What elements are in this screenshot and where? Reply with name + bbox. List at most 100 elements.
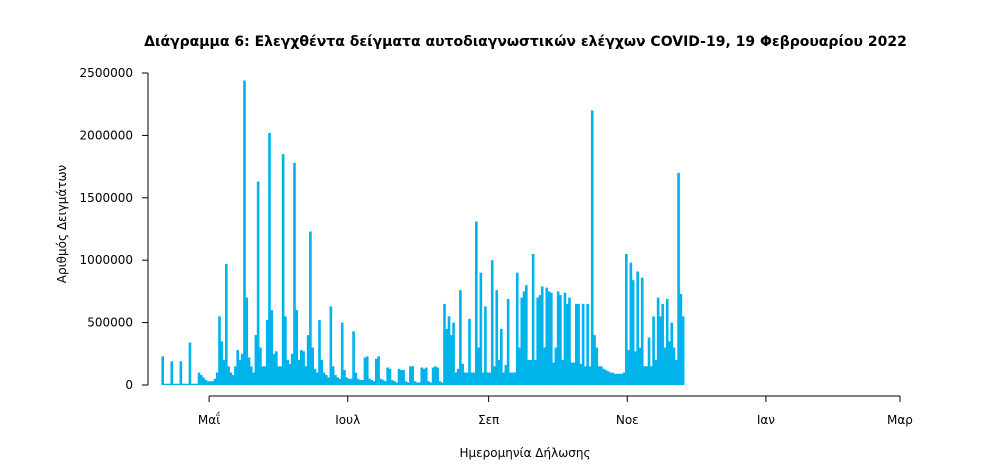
bar bbox=[475, 221, 478, 385]
bar bbox=[572, 362, 576, 385]
bar bbox=[363, 357, 367, 385]
bar bbox=[631, 280, 635, 385]
bar bbox=[300, 350, 303, 385]
bar bbox=[234, 366, 237, 385]
bar bbox=[368, 378, 371, 385]
bar bbox=[575, 303, 578, 385]
bar bbox=[354, 372, 358, 385]
bar bbox=[445, 328, 449, 385]
bar bbox=[668, 341, 671, 385]
bar bbox=[243, 80, 246, 386]
bar bbox=[540, 286, 544, 385]
bar bbox=[379, 378, 383, 385]
bar bbox=[413, 381, 417, 385]
bar bbox=[177, 383, 180, 385]
bar bbox=[279, 366, 283, 385]
bar bbox=[377, 356, 380, 385]
bar bbox=[606, 371, 610, 385]
bar bbox=[561, 360, 564, 385]
bar bbox=[431, 367, 435, 385]
bar bbox=[172, 383, 176, 385]
bar bbox=[352, 331, 355, 385]
bar bbox=[670, 322, 674, 385]
bar bbox=[418, 382, 421, 385]
bar bbox=[604, 370, 608, 385]
bar bbox=[640, 277, 644, 385]
y-axis-title: Αριθμός Δειγμάτων bbox=[55, 164, 69, 283]
bar bbox=[552, 362, 555, 385]
bar bbox=[375, 358, 378, 385]
bar bbox=[434, 366, 437, 385]
bar bbox=[450, 335, 453, 385]
bar bbox=[188, 342, 192, 385]
bar bbox=[397, 368, 401, 385]
bar bbox=[254, 335, 258, 385]
bar bbox=[261, 366, 264, 385]
bar bbox=[461, 363, 464, 385]
x-tick-label: Ιουλ bbox=[335, 413, 360, 427]
bar bbox=[390, 380, 394, 385]
bar bbox=[411, 366, 414, 385]
bar bbox=[320, 360, 324, 385]
bar bbox=[568, 297, 571, 385]
bar bbox=[663, 347, 667, 385]
bar bbox=[590, 110, 594, 385]
bar bbox=[638, 347, 642, 385]
x-tick-label: Μαΐ bbox=[198, 412, 220, 427]
bar bbox=[238, 360, 242, 385]
bar bbox=[236, 350, 239, 385]
bar bbox=[447, 316, 451, 385]
bar bbox=[493, 366, 496, 385]
bar bbox=[463, 372, 467, 385]
bar bbox=[252, 372, 255, 385]
bar bbox=[615, 373, 619, 385]
bar bbox=[456, 368, 460, 385]
bar bbox=[675, 360, 678, 385]
bar bbox=[402, 370, 405, 385]
bar bbox=[672, 347, 676, 385]
bar bbox=[400, 370, 403, 385]
bar bbox=[536, 297, 539, 385]
bar bbox=[565, 303, 569, 385]
bar bbox=[345, 377, 349, 385]
bar bbox=[531, 253, 535, 385]
bar bbox=[272, 353, 276, 385]
bar bbox=[543, 347, 546, 385]
y-tick-label: 2500000 bbox=[80, 66, 133, 80]
bar bbox=[652, 316, 655, 385]
bar bbox=[520, 297, 524, 385]
bar bbox=[181, 383, 185, 385]
bar bbox=[534, 360, 537, 385]
x-tick-label: Ιαν bbox=[757, 413, 775, 427]
bar bbox=[634, 351, 637, 385]
bar bbox=[625, 253, 628, 385]
bar bbox=[559, 295, 562, 385]
bar bbox=[468, 318, 471, 385]
bar bbox=[206, 381, 210, 385]
bar bbox=[527, 360, 530, 385]
bar bbox=[679, 293, 683, 385]
bar bbox=[538, 295, 542, 385]
bar bbox=[318, 320, 321, 385]
bar bbox=[200, 375, 203, 385]
bar bbox=[290, 353, 294, 385]
y-tick-label: 0 bbox=[125, 378, 133, 392]
bar bbox=[427, 381, 430, 385]
bar bbox=[361, 380, 364, 385]
bar bbox=[609, 372, 612, 385]
y-tick-label: 1500000 bbox=[80, 191, 133, 205]
bar bbox=[554, 347, 558, 385]
bar bbox=[204, 380, 208, 385]
bar bbox=[500, 328, 503, 385]
bar bbox=[211, 381, 214, 385]
bar bbox=[595, 347, 599, 385]
bar bbox=[518, 347, 521, 385]
bar bbox=[281, 154, 285, 385]
bar bbox=[384, 381, 387, 385]
bar bbox=[329, 306, 333, 385]
bar bbox=[256, 181, 260, 385]
bar bbox=[277, 366, 280, 385]
bar bbox=[197, 372, 201, 385]
bar bbox=[600, 366, 603, 385]
